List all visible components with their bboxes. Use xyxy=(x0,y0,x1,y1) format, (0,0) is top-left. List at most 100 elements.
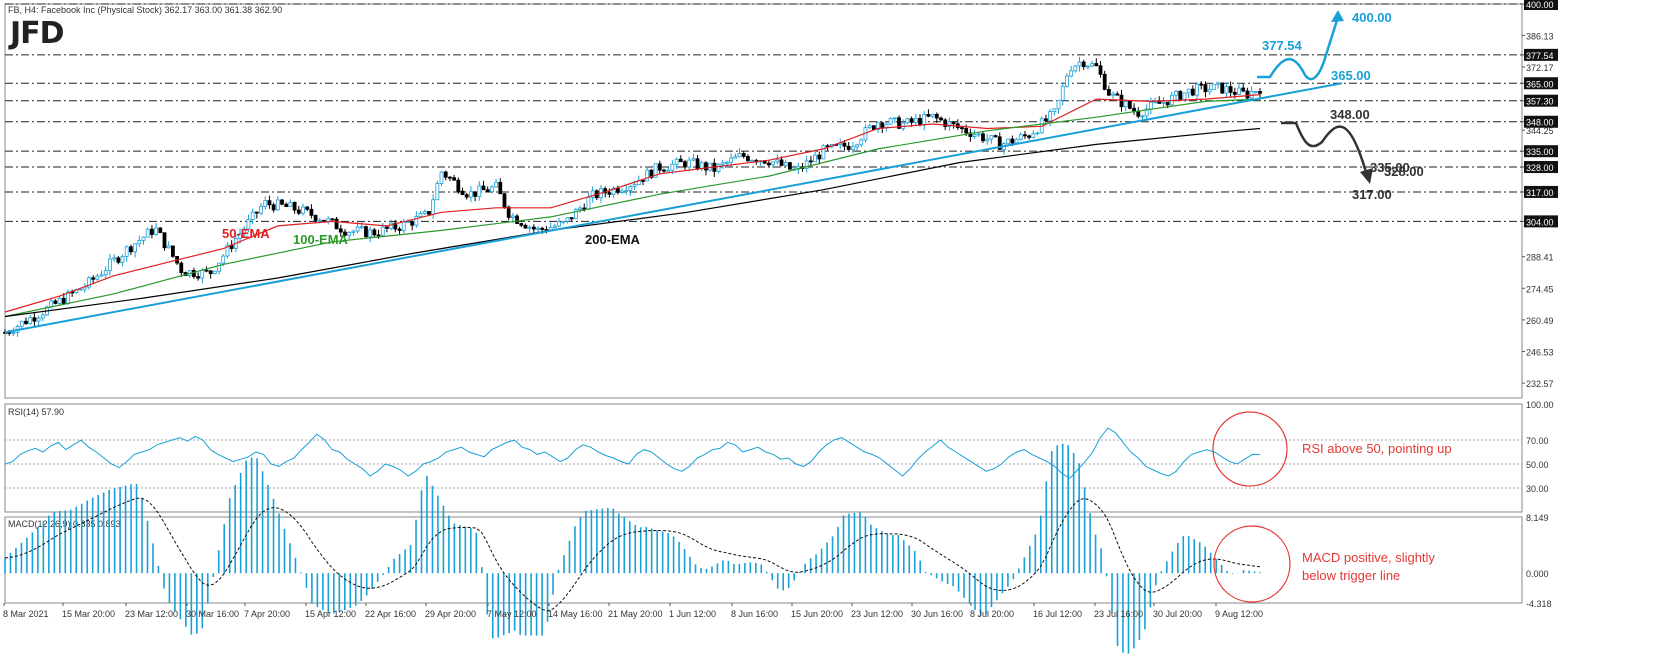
rsi-tick-label: 50.00 xyxy=(1526,460,1549,470)
candle-body xyxy=(943,119,948,127)
candle-body xyxy=(473,191,478,197)
candle-body xyxy=(87,277,91,288)
price-tick-label: 274.45 xyxy=(1526,284,1554,294)
candle-body xyxy=(557,221,561,227)
rsi-tick-label: 30.00 xyxy=(1526,484,1549,494)
candle-body xyxy=(1006,138,1011,145)
ema50-label: 50-EMA xyxy=(222,226,270,241)
candle-body xyxy=(930,113,935,117)
candle-body xyxy=(951,121,956,125)
candle-body xyxy=(301,206,305,214)
candle-body xyxy=(926,114,931,117)
candle-body xyxy=(431,199,436,215)
bearish-path xyxy=(1281,121,1368,173)
x-tick-label: 30 Mar 16:00 xyxy=(186,609,239,619)
candle-body xyxy=(1132,107,1136,112)
candle-body xyxy=(271,204,276,211)
candle-body xyxy=(855,144,859,148)
candle-body xyxy=(1048,111,1053,122)
candle-body xyxy=(817,154,822,160)
price-tick-label: 386.13 xyxy=(1526,31,1554,41)
candle-body xyxy=(892,117,897,120)
candle-body xyxy=(787,162,792,170)
x-tick-label: 8 Mar 2021 xyxy=(3,609,49,619)
candle-body xyxy=(162,232,167,249)
candle-body xyxy=(1140,115,1145,118)
price-tick-label: 335.00 xyxy=(1526,147,1554,157)
candle-body xyxy=(1207,88,1212,93)
candle-body xyxy=(1052,108,1057,112)
candle-body xyxy=(1199,83,1204,86)
candle-body xyxy=(57,297,62,304)
candle-body xyxy=(997,136,1002,150)
candle-body xyxy=(1069,70,1074,77)
candle-body xyxy=(61,297,66,304)
candle-body xyxy=(649,169,654,178)
candle-body xyxy=(53,300,58,304)
candle-body xyxy=(771,161,776,166)
candle-body xyxy=(385,226,389,229)
candle-body xyxy=(611,187,616,195)
candle-body xyxy=(137,240,142,245)
candle-body xyxy=(506,206,511,218)
x-tick-label: 8 Jun 16:00 xyxy=(731,609,778,619)
candle-body xyxy=(170,245,175,257)
candle-body xyxy=(909,118,914,123)
candle-body xyxy=(531,226,536,230)
candle-body xyxy=(519,223,524,226)
candle-body xyxy=(191,270,196,277)
candle-body xyxy=(263,200,268,207)
candle-body xyxy=(116,257,121,263)
candle-body xyxy=(704,162,708,171)
candle-body xyxy=(1190,88,1195,96)
candle-body xyxy=(1102,73,1107,90)
candle-body xyxy=(578,207,582,211)
candle-body xyxy=(19,320,24,327)
candle-body xyxy=(632,184,637,187)
candle-body xyxy=(922,114,927,126)
candle-body xyxy=(846,145,851,150)
ema-line-50-ema xyxy=(4,94,1261,313)
x-tick-label: 9 Aug 12:00 xyxy=(1215,609,1263,619)
candle-body xyxy=(330,218,335,221)
candle-body xyxy=(725,161,729,164)
candle-body xyxy=(905,118,910,124)
level-365-label: 365.00 xyxy=(1331,68,1371,83)
candle-body xyxy=(1027,135,1032,138)
candle-body xyxy=(741,153,746,157)
candle-body xyxy=(662,169,666,172)
x-tick-label: 23 Mar 12:00 xyxy=(125,609,178,619)
candle-body xyxy=(804,160,809,169)
candle-body xyxy=(1106,89,1111,96)
candle-body xyxy=(502,193,507,208)
candle-body xyxy=(406,221,410,224)
target-400-label: 400.00 xyxy=(1352,10,1392,25)
candle-body xyxy=(1098,65,1103,75)
macd-title: MACD(12,26,9) 0.835 0.893 xyxy=(8,519,121,529)
price-level-badge xyxy=(1524,48,1558,61)
price-tick-label: 260.49 xyxy=(1526,316,1554,326)
candle-body xyxy=(489,186,494,193)
price-level-badge xyxy=(1524,185,1558,198)
candle-body xyxy=(309,208,314,216)
candle-body xyxy=(670,163,675,171)
rsi-line xyxy=(4,427,1261,480)
candle-body xyxy=(720,162,725,165)
candle-body xyxy=(359,226,364,229)
level-348-label: 348.00 xyxy=(1330,107,1370,122)
jfd-logo: JFD xyxy=(10,16,65,51)
macd-callout-line2: below trigger line xyxy=(1302,568,1400,583)
candle-body xyxy=(695,158,700,170)
candle-body xyxy=(150,228,154,235)
candle-body xyxy=(351,230,356,233)
candle-body xyxy=(103,270,108,276)
candle-body xyxy=(1119,94,1124,108)
candle-body xyxy=(1086,65,1090,68)
candle-body xyxy=(628,186,633,191)
price-level-badge xyxy=(1524,77,1558,90)
candle-body xyxy=(1220,82,1225,94)
candle-body xyxy=(561,220,566,223)
candle-body xyxy=(779,159,784,166)
candle-body xyxy=(615,187,620,193)
candle-body xyxy=(158,227,163,234)
